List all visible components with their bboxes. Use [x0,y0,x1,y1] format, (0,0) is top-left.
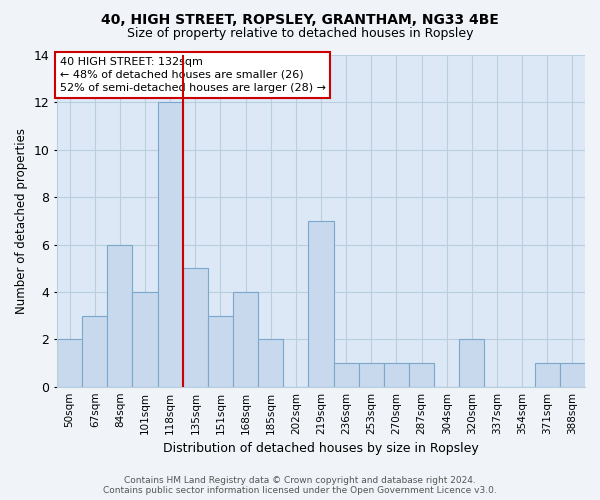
Bar [82,316,107,386]
Bar [133,292,158,386]
Bar [258,340,283,386]
Bar [158,102,183,387]
Bar [107,244,133,386]
Bar [233,292,258,386]
Bar [334,363,359,386]
Bar [308,221,334,386]
Text: Size of property relative to detached houses in Ropsley: Size of property relative to detached ho… [127,28,473,40]
Bar [409,363,434,386]
Bar [57,340,82,386]
Bar [359,363,384,386]
X-axis label: Distribution of detached houses by size in Ropsley: Distribution of detached houses by size … [163,442,479,455]
Text: Contains HM Land Registry data © Crown copyright and database right 2024.
Contai: Contains HM Land Registry data © Crown c… [103,476,497,495]
Bar [208,316,233,386]
Text: 40, HIGH STREET, ROPSLEY, GRANTHAM, NG33 4BE: 40, HIGH STREET, ROPSLEY, GRANTHAM, NG33… [101,12,499,26]
Bar [535,363,560,386]
Text: 40 HIGH STREET: 132sqm
← 48% of detached houses are smaller (26)
52% of semi-det: 40 HIGH STREET: 132sqm ← 48% of detached… [60,56,326,93]
Bar [384,363,409,386]
Bar [183,268,208,386]
Bar [460,340,484,386]
Bar [560,363,585,386]
Y-axis label: Number of detached properties: Number of detached properties [15,128,28,314]
